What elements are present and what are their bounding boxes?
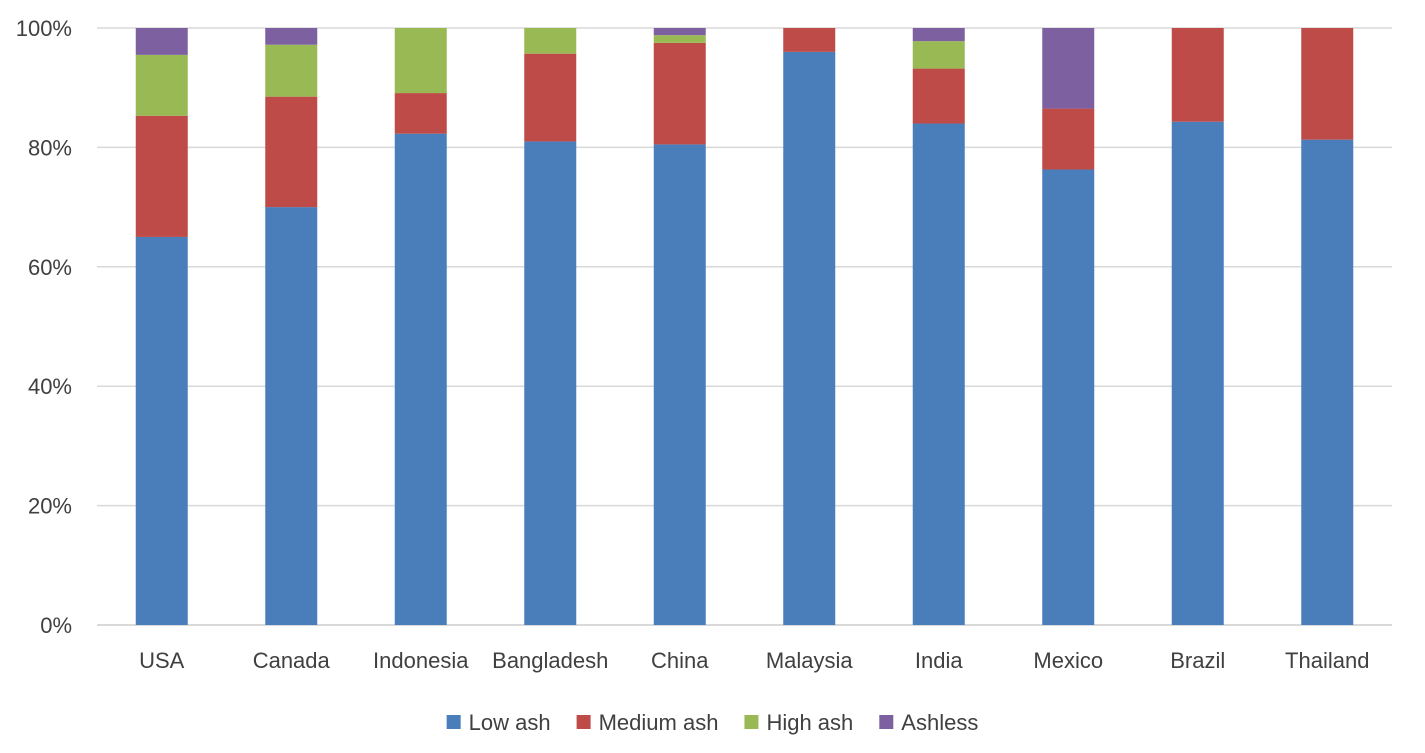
bar-canada-high-ash <box>265 44 318 97</box>
legend-label-ashless: Ashless <box>901 710 978 735</box>
y-tick-label: 80% <box>28 135 72 160</box>
bar-bangladesh-high-ash <box>524 28 577 54</box>
bar-mexico-medium-ash <box>1042 108 1095 170</box>
legend-swatch-low-ash <box>446 715 461 729</box>
legend-label-low-ash: Low ash <box>469 710 551 735</box>
legend-swatch-medium-ash <box>576 715 591 729</box>
x-tick-label: Mexico <box>1033 648 1103 673</box>
bar-malaysia-low-ash <box>783 51 836 625</box>
y-tick-label: 60% <box>28 255 72 280</box>
bar-india-ashless <box>912 28 965 42</box>
y-tick-label: 40% <box>28 374 72 399</box>
x-tick-label: China <box>651 648 709 673</box>
bar-brazil-medium-ash <box>1171 28 1224 122</box>
bar-china-low-ash <box>653 144 706 626</box>
bar-bangladesh-medium-ash <box>524 53 577 142</box>
bar-thailand-low-ash <box>1301 139 1354 625</box>
bar-india-low-ash <box>912 123 965 626</box>
bar-indonesia-medium-ash <box>394 93 447 134</box>
x-axis-tick-labels: USA Canada Indonesia Bangladesh China Malaysi… <box>139 648 1369 673</box>
bar-india-medium-ash <box>912 68 965 124</box>
bar-india-high-ash <box>912 41 965 69</box>
y-tick-label: 100% <box>16 16 72 41</box>
x-tick-label: India <box>915 648 963 673</box>
bar-malaysia-medium-ash <box>783 28 836 52</box>
legend: Low ash Medium ash High ash Ashless <box>446 710 978 735</box>
legend-label-medium-ash: Medium ash <box>599 710 719 735</box>
y-tick-label: 20% <box>28 494 72 519</box>
bar-china-ashless <box>653 28 706 36</box>
legend-swatch-high-ash <box>744 715 759 729</box>
bar-canada-ashless <box>265 28 318 45</box>
bar-usa-low-ash <box>135 236 188 625</box>
bar-brazil-low-ash <box>1171 121 1224 625</box>
bar-china-high-ash <box>653 35 706 43</box>
x-tick-label: Bangladesh <box>492 648 608 673</box>
bar-canada-medium-ash <box>265 96 318 208</box>
x-tick-label: USA <box>139 648 185 673</box>
x-tick-label: Thailand <box>1285 648 1369 673</box>
y-axis-tick-labels: 0% 20% 40% 60% 80% 100% <box>16 16 72 638</box>
y-tick-label: 0% <box>40 613 72 638</box>
x-tick-label: Canada <box>253 648 331 673</box>
x-tick-label: Malaysia <box>766 648 854 673</box>
x-tick-label: Indonesia <box>373 648 469 673</box>
bar-thailand-medium-ash <box>1301 28 1354 140</box>
bar-usa-high-ash <box>135 54 188 116</box>
bar-indonesia-high-ash <box>394 28 447 94</box>
bar-mexico-low-ash <box>1042 169 1095 625</box>
bar-mexico-ashless <box>1042 28 1095 109</box>
bar-usa-ashless <box>135 28 188 55</box>
bar-usa-medium-ash <box>135 115 188 237</box>
bar-indonesia-low-ash <box>394 133 447 625</box>
legend-label-high-ash: High ash <box>766 710 853 735</box>
bar-canada-low-ash <box>265 207 318 625</box>
bar-china-medium-ash <box>653 42 706 145</box>
x-tick-label: Brazil <box>1170 648 1225 673</box>
bars <box>135 28 1354 626</box>
legend-swatch-ashless <box>879 715 894 729</box>
bar-bangladesh-low-ash <box>524 141 577 625</box>
